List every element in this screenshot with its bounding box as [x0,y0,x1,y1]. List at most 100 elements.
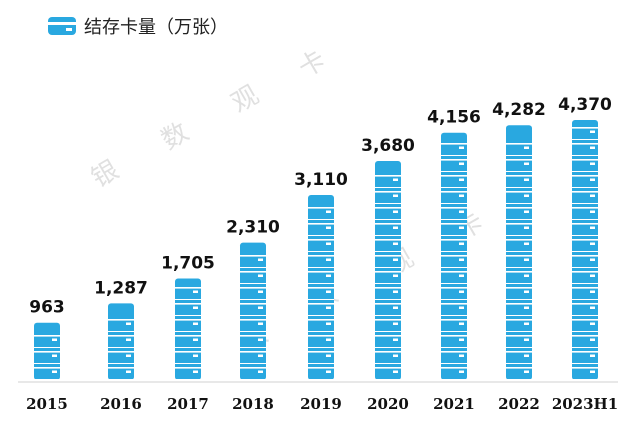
card-stripe [441,175,467,177]
card-gap [506,347,532,348]
card-gap [308,283,334,284]
card-chip [258,322,263,325]
card-stripe [175,367,201,369]
card-chip [590,306,595,309]
card-chip [590,162,595,165]
card-stripe [240,255,266,257]
card-stripe [375,175,401,177]
card-stripe [375,319,401,321]
card-chip [193,354,198,357]
card-chip [126,354,131,357]
card-stripe [506,175,532,177]
card-gap [308,219,334,220]
card-chip [459,162,464,165]
card-gap [175,363,201,364]
card-gap [240,379,266,380]
card-gap [175,299,201,300]
card-chip [590,290,595,293]
card-chip [524,322,529,325]
x-tick-2023H1: 2023H1 [552,395,618,413]
card-chip [459,146,464,149]
card-gap [441,155,467,156]
legend-label: 结存卡量（万张） [84,17,228,38]
card-chip [326,338,331,341]
card-stripe [175,351,201,353]
card-gap [375,363,401,364]
card-chip [126,370,131,373]
card-gap [308,331,334,332]
x-tick-2016: 2016 [100,395,142,413]
card-chip [258,306,263,309]
card-chip [524,258,529,261]
card-gap [506,171,532,172]
card-gap [375,347,401,348]
card-stripe [506,207,532,209]
bar-2021 [441,132,467,380]
card-stripe [572,287,598,289]
card-stripe [240,351,266,353]
card-gap [572,315,598,316]
card-gap [572,299,598,300]
card-chip [393,370,398,373]
card-chip [393,194,398,197]
card-stripe [240,303,266,305]
card-chip [193,322,198,325]
card-gap [240,283,266,284]
card-stripe [506,255,532,257]
card-chip [524,210,529,213]
card-gap [441,379,467,380]
card-chip [326,290,331,293]
card-gap [175,315,201,316]
card-gap [308,315,334,316]
card-gap [572,347,598,348]
card-stripe [441,319,467,321]
card-gap [308,299,334,300]
bar-2023H1 [572,120,598,380]
card-gap [506,187,532,188]
card-gap [441,315,467,316]
card-stripe [240,271,266,273]
card-stripe [108,319,134,321]
card-chip [393,338,398,341]
card-stripe [572,367,598,369]
card-stripe [308,303,334,305]
card-gap [308,251,334,252]
card-stripe [572,127,598,129]
card-stripe [441,159,467,161]
watermark-char: 卡 [294,45,332,84]
value-label-2018: 2,310 [226,218,280,238]
card-chip [52,338,57,341]
card-gap [441,331,467,332]
card-gap [308,363,334,364]
card-stripe [506,191,532,193]
card-chip [393,226,398,229]
card-chip [193,306,198,309]
card-gap [441,267,467,268]
card-gap [441,219,467,220]
card-stripe [375,239,401,241]
bar-body [375,161,401,380]
card-stripe [175,303,201,305]
card-stripe [441,351,467,353]
card-gap [175,331,201,332]
bar-body [506,125,532,381]
bar-2018 [240,242,266,380]
card-stripe [308,255,334,257]
card-chip [393,290,398,293]
card-gap [572,187,598,188]
card-stripe [572,303,598,305]
card-stripe [34,351,60,353]
card-chip [590,130,595,133]
card-stripe [375,207,401,209]
card-stripe [108,367,134,369]
card-gap [375,219,401,220]
watermark-char: 数 [157,117,195,156]
card-stripe [240,287,266,289]
card-gap [34,363,60,364]
card-chip [590,322,595,325]
card-gap [572,379,598,380]
bar-body [175,278,201,380]
card-chip [524,178,529,181]
card-gap [572,203,598,204]
card-stripe [375,303,401,305]
